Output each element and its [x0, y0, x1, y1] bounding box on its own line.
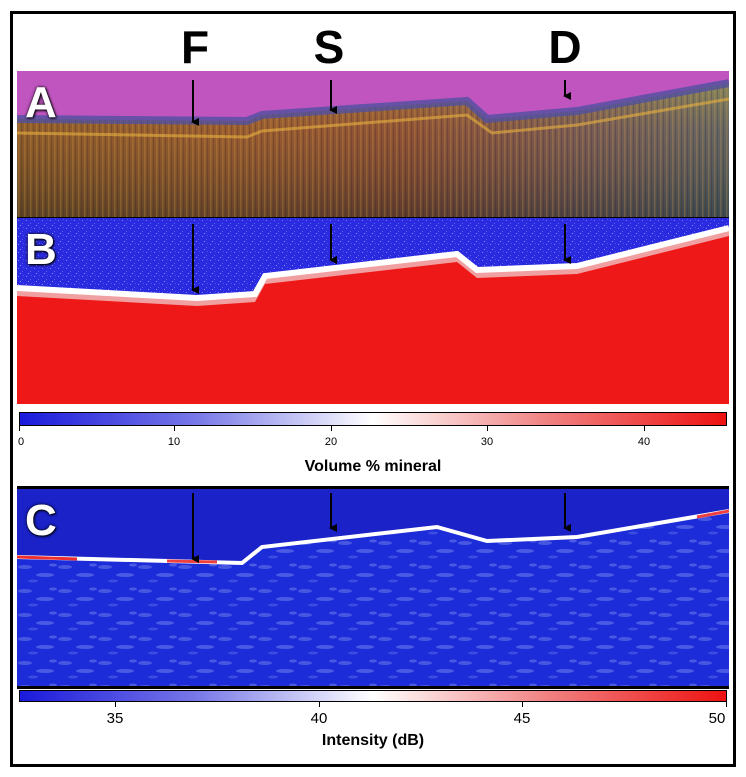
arrows-overlay: [191, 80, 571, 563]
panel-b-mineral-map: B: [17, 217, 729, 404]
colorbar-mineral-ticklabel: 30: [480, 436, 494, 448]
colorbar-mineral-ticklabel: 0: [17, 436, 25, 448]
colorbar-mineral-ticklabel: 20: [324, 436, 338, 448]
colorbar-mineral-ticklabel: 10: [167, 436, 181, 448]
colorbar-mineral-tick: [487, 426, 488, 431]
colorbar-mineral-ticklabel: 40: [637, 436, 651, 448]
colorbar-intensity-title: Intensity (dB): [321, 732, 425, 749]
micrograph-image: [17, 71, 729, 217]
colorbar-mineral-tick: [174, 426, 175, 431]
panel-c-oct-image: C: [17, 486, 729, 689]
colorbar-mineral-title: Volume % mineral: [304, 458, 442, 475]
colorbar-intensity-gradient: [19, 690, 727, 702]
colorbar-intensity-tick: [115, 702, 116, 707]
panel-a-micrograph: A: [17, 71, 729, 217]
colorbar-mineral-gradient: [19, 412, 727, 426]
colorbar-intensity-tick: [522, 702, 523, 707]
colorbar-intensity-ticklabel: 35: [106, 710, 124, 727]
mineral-map-image: [17, 218, 729, 404]
colorbar-intensity-ticklabel: 50: [708, 710, 726, 727]
panel-a-label: A: [25, 78, 57, 127]
colorbar-mineral-tick: [644, 426, 645, 431]
colorbar-intensity-ticklabel: 45: [513, 710, 531, 727]
oct-image: [17, 489, 729, 686]
panel-b-label: B: [25, 225, 57, 274]
site-label-d: D: [548, 21, 582, 73]
colorbar-intensity-tick: [319, 702, 320, 707]
panel-c-label: C: [25, 496, 57, 545]
site-label-f: F: [180, 21, 210, 73]
colorbar-intensity-tick: [726, 702, 727, 707]
colorbar-mineral-tick: [19, 426, 20, 431]
site-label-s: S: [313, 21, 345, 73]
figure-frame: F S D: [10, 11, 736, 767]
colorbar-mineral-tick: [331, 426, 332, 431]
colorbar-intensity-ticklabel: 40: [310, 710, 328, 727]
colorbar-intensity: 35 40 45 50 Intensity (dB): [17, 686, 729, 762]
colorbar-mineral: 0 10 20 30 40 Volume % mineral: [17, 406, 729, 484]
